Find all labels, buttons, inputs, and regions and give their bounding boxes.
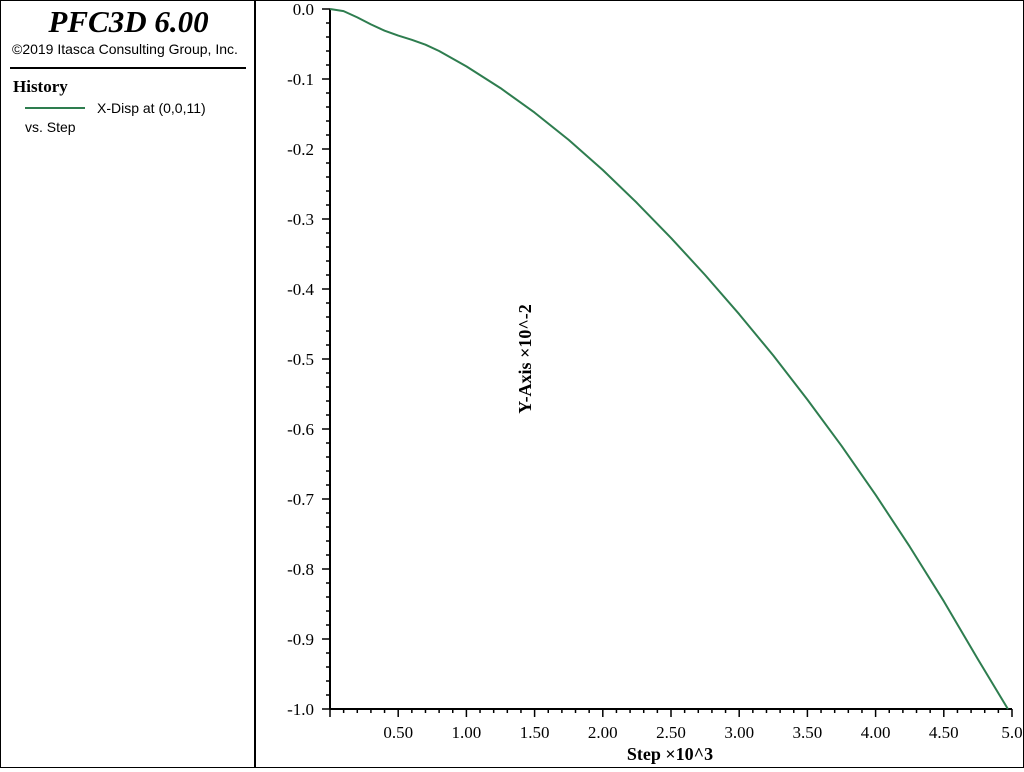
x-tick-label: 3.00 (724, 723, 754, 742)
legend-series-label: X-Disp at (0,0,11) (97, 100, 206, 116)
x-tick-label: 4.00 (861, 723, 891, 742)
x-tick-label: 5.0 (1001, 723, 1022, 742)
y-tick-label: -0.7 (287, 490, 314, 509)
legend-panel: PFC3D 6.00 ©2019 Itasca Consulting Group… (1, 1, 256, 767)
x-tick-label: 0.50 (383, 723, 413, 742)
x-tick-label: 4.50 (929, 723, 959, 742)
y-tick-label: -0.9 (287, 630, 314, 649)
y-tick-label: -0.4 (287, 280, 314, 299)
chart-area: 0.0 -0.1 -0.2 -0.3 -0.4 -0.5 -0.6 -0.7 -0.8 -0.9 -… (258, 0, 1023, 767)
y-tick-label: -0.3 (287, 210, 314, 229)
y-tick-label: 0.0 (293, 1, 314, 19)
series-line (329, 8, 1009, 710)
ticks: 0.0 -0.1 -0.2 -0.3 -0.4 -0.5 -0.6 -0.7 -0.8 -0.9 -… (287, 0, 1023, 742)
x-tick-label: 1.00 (452, 723, 482, 742)
y-axis-label: Y-Axis ×10^-2 (515, 304, 535, 414)
legend-line-swatch (25, 107, 85, 109)
x-tick-label: 2.00 (588, 723, 618, 742)
x-tick-label: 3.50 (793, 723, 823, 742)
y-tick-label: -0.5 (287, 350, 314, 369)
y-tick-label: -0.8 (287, 560, 314, 579)
header-divider (10, 67, 246, 69)
y-tick-label: -1.0 (287, 700, 314, 719)
history-heading: History (13, 77, 68, 96)
copyright-text: ©2019 Itasca Consulting Group, Inc. (12, 41, 238, 57)
x-tick-label: 1.50 (520, 723, 550, 742)
y-tick-label: -0.6 (287, 420, 314, 439)
x-axis-label: Step ×10^3 (627, 744, 713, 764)
axes (329, 9, 1012, 710)
series-group (329, 8, 1009, 710)
x-tick-label: 2.50 (656, 723, 686, 742)
legend-vs-label: vs. Step (25, 119, 76, 135)
history-chart: 0.0 -0.1 -0.2 -0.3 -0.4 -0.5 -0.6 -0.7 -0.8 -0.9 -… (287, 0, 1023, 764)
app-title: PFC3D 6.00 (48, 4, 209, 39)
y-tick-label: -0.1 (287, 70, 314, 89)
y-tick-label: -0.2 (287, 140, 314, 159)
